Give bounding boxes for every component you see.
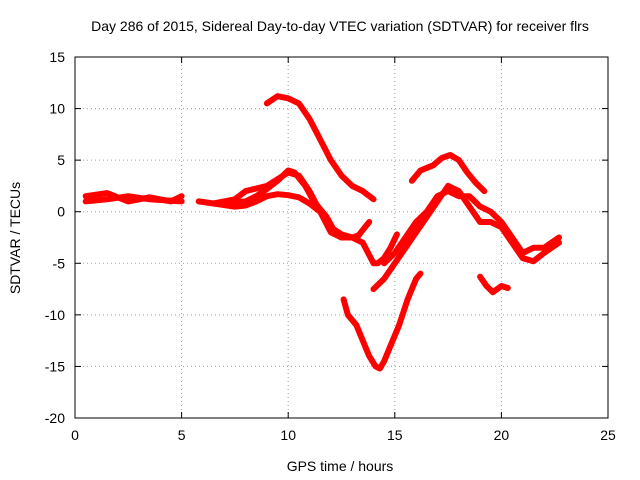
plot-frame (74, 56, 609, 419)
x-tick-label: 20 (494, 427, 510, 443)
x-tick-label: 15 (387, 427, 403, 443)
x-tick-label: 10 (280, 427, 296, 443)
plot-series (82, 93, 562, 372)
grid (75, 57, 608, 418)
series-track-j (408, 152, 488, 195)
y-tick-label: 10 (49, 101, 65, 117)
series-track-k (477, 273, 511, 296)
y-tick-label: -5 (53, 255, 66, 271)
series-track-b (82, 193, 185, 205)
y-tick-label: 0 (57, 204, 65, 220)
x-tick-label: 25 (600, 427, 616, 443)
x-tick-label: 0 (71, 427, 79, 443)
series-track-i (381, 188, 562, 267)
y-tick-label: 15 (49, 49, 65, 65)
chart-title: Day 286 of 2015, Sidereal Day-to-day VTE… (91, 18, 589, 34)
y-tick-label: -20 (45, 410, 65, 426)
y-axis-label: SDTVAR / TECUs (7, 182, 23, 294)
series-track-d (210, 169, 400, 267)
x-axis-label: GPS time / hours (287, 458, 394, 474)
series-track-f (263, 93, 377, 203)
series-track-e (221, 167, 339, 236)
y-tick-label: 5 (57, 152, 65, 168)
series-track-h (370, 182, 562, 293)
series-track-g (340, 270, 424, 372)
axis-ticks: 0 5 10 15 20 25 -20 -15 -10 -5 0 5 10 15 (45, 49, 616, 443)
y-tick-label: -15 (45, 358, 65, 374)
x-tick-label: 5 (178, 427, 186, 443)
y-tick-label: -10 (45, 307, 65, 323)
